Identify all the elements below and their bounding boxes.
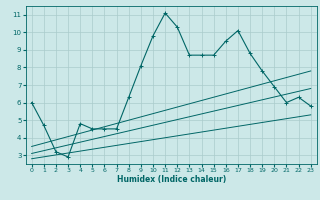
X-axis label: Humidex (Indice chaleur): Humidex (Indice chaleur): [116, 175, 226, 184]
